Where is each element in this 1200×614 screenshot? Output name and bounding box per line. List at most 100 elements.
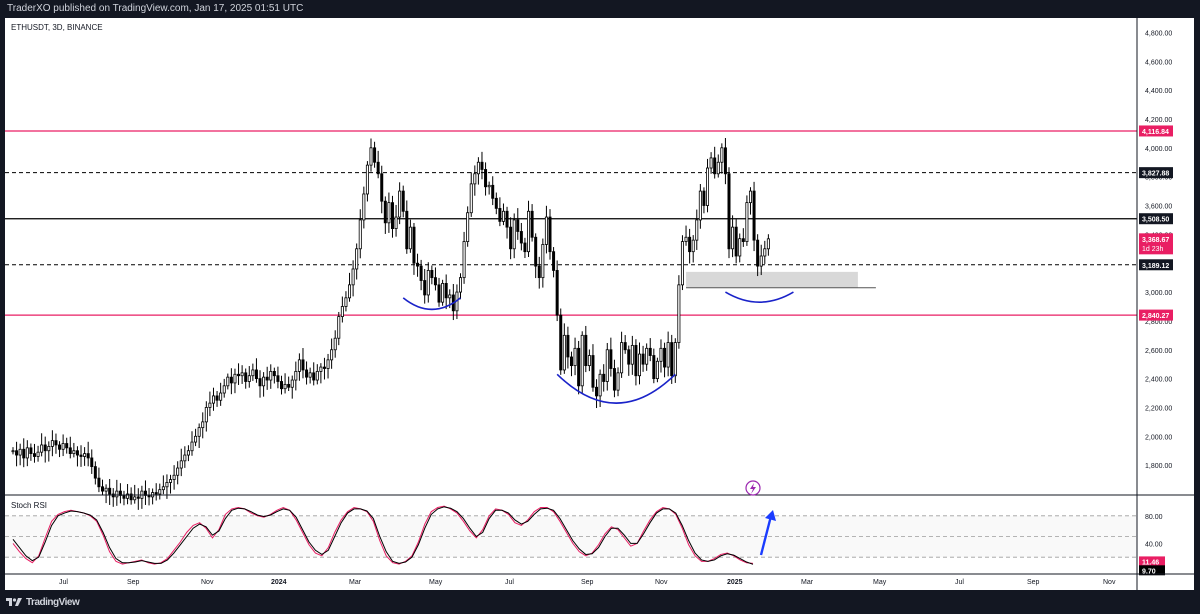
candle	[312, 362, 316, 386]
candle	[161, 475, 165, 495]
candle	[534, 233, 538, 279]
candle	[337, 311, 341, 346]
candle	[745, 195, 749, 246]
candle	[11, 447, 15, 455]
candle	[670, 334, 674, 384]
candle	[569, 351, 573, 377]
candle	[208, 391, 212, 417]
time-tick-label: Mar	[801, 579, 814, 586]
candle	[680, 235, 684, 291]
time-axis[interactable]: Jul Sep Nov 2024 Mar May Jul Sep Nov 2025 Mar May Ju…	[59, 579, 1116, 586]
price-level-badge: 4,116.84	[1139, 125, 1173, 137]
candle	[473, 165, 477, 196]
candle	[294, 361, 298, 391]
candle	[301, 348, 305, 379]
up-arrow-icon	[759, 510, 776, 556]
candle	[348, 272, 352, 302]
candle	[101, 479, 105, 496]
svg-text:1d 23h: 1d 23h	[1142, 246, 1164, 253]
candle	[365, 161, 369, 202]
candle	[104, 484, 108, 504]
candle	[330, 338, 334, 369]
stoch-value-badge: 9.70	[1139, 565, 1165, 576]
candle	[766, 234, 770, 256]
candle	[176, 461, 180, 485]
candle	[211, 387, 215, 411]
candle	[720, 143, 724, 174]
candle	[126, 484, 130, 505]
candle	[741, 228, 745, 247]
candle	[723, 138, 727, 185]
candle	[290, 375, 294, 399]
candle	[54, 433, 58, 454]
stoch-tick-label: 40.00	[1145, 541, 1163, 548]
candle	[351, 260, 355, 297]
candle	[279, 375, 283, 395]
stoch-value-badge: 11.46	[1139, 556, 1165, 567]
stoch-d-line	[12, 506, 754, 565]
candle	[605, 342, 609, 391]
chart-panel[interactable]: 4,800.00 4,600.00 4,400.00 4,200.00 4,000.00…	[5, 18, 1194, 590]
candle	[620, 331, 624, 378]
candle	[201, 412, 205, 439]
price-tick-label: 1,800.00	[1145, 463, 1172, 470]
price-axis[interactable]: 4,800.00 4,600.00 4,400.00 4,200.00 4,000.00…	[1139, 30, 1173, 470]
candle	[380, 165, 384, 214]
price-tick-label: 2,200.00	[1145, 405, 1172, 412]
candle	[512, 213, 516, 259]
price-tick-label: 3,800.00	[1145, 175, 1172, 182]
candle	[458, 273, 462, 300]
lightning-icon[interactable]	[745, 480, 761, 496]
candle	[541, 238, 545, 288]
price-tick-label: 3,000.00	[1145, 290, 1172, 297]
candle	[602, 364, 606, 392]
candle	[226, 373, 230, 390]
candle	[691, 235, 695, 263]
candle	[186, 445, 190, 462]
price-tick-label: 2,600.00	[1145, 348, 1172, 355]
candle	[254, 358, 258, 383]
price-level-badge: 3,827.88	[1139, 167, 1173, 179]
candle	[247, 366, 251, 388]
candle	[595, 379, 599, 409]
price-tick-label: 4,600.00	[1145, 59, 1172, 66]
candle	[519, 222, 523, 251]
candle	[756, 234, 760, 277]
time-tick-label: Sep	[1027, 579, 1040, 586]
time-tick-label: Nov	[201, 579, 214, 586]
candle	[476, 157, 480, 185]
candle	[79, 445, 83, 467]
candle	[663, 342, 667, 378]
candle	[638, 342, 642, 385]
stoch-k-line	[12, 505, 754, 565]
candle	[559, 308, 563, 375]
candle	[65, 437, 69, 454]
time-tick-label: Jul	[955, 579, 964, 586]
candle	[61, 434, 65, 457]
time-tick-label: Nov	[655, 579, 668, 586]
candle	[319, 363, 323, 384]
support-zone-box	[686, 271, 858, 288]
candle	[72, 442, 76, 458]
candle	[129, 487, 133, 505]
candle	[645, 343, 649, 371]
candle	[609, 337, 613, 377]
stoch-axis: 80.00 40.00 11.46 9.70	[1139, 514, 1165, 576]
candle	[197, 423, 201, 448]
candle	[562, 323, 566, 374]
candle	[523, 237, 527, 259]
price-tick-label: 2,800.00	[1145, 319, 1172, 326]
candle	[40, 433, 44, 457]
candle	[634, 339, 638, 386]
candle	[437, 277, 441, 307]
candle	[376, 150, 380, 179]
candle	[584, 325, 588, 373]
chart-svg[interactable]: 4,800.00 4,600.00 4,400.00 4,200.00 4,000.00…	[5, 18, 1194, 590]
candle	[752, 181, 756, 252]
price-tick-label: 2,000.00	[1145, 434, 1172, 441]
candle	[355, 243, 359, 280]
price-tick-label: 4,000.00	[1145, 146, 1172, 153]
candle	[412, 222, 416, 275]
candle	[734, 218, 738, 264]
